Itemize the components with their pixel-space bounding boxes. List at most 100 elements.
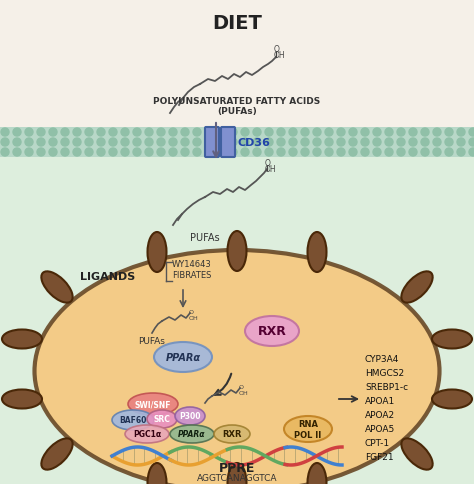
Circle shape [217, 129, 225, 136]
Circle shape [313, 129, 321, 136]
Circle shape [397, 139, 405, 147]
Text: PPARα: PPARα [165, 352, 201, 362]
Circle shape [457, 149, 465, 157]
Circle shape [385, 139, 393, 147]
Circle shape [109, 149, 117, 157]
Circle shape [253, 149, 261, 157]
Circle shape [301, 139, 309, 147]
Circle shape [109, 129, 117, 136]
Ellipse shape [147, 463, 166, 484]
Circle shape [133, 149, 141, 157]
Circle shape [421, 129, 429, 136]
Circle shape [265, 129, 273, 136]
Circle shape [85, 149, 93, 157]
Ellipse shape [41, 439, 73, 469]
Text: PPRE: PPRE [219, 462, 255, 474]
Circle shape [157, 129, 165, 136]
Circle shape [73, 139, 81, 147]
Text: SWI/SNF: SWI/SNF [135, 400, 171, 408]
Circle shape [289, 149, 297, 157]
Circle shape [145, 139, 153, 147]
Circle shape [397, 149, 405, 157]
Circle shape [385, 149, 393, 157]
Circle shape [325, 149, 333, 157]
Circle shape [97, 129, 105, 136]
Circle shape [325, 129, 333, 136]
Circle shape [421, 139, 429, 147]
Text: APOA2: APOA2 [365, 410, 395, 420]
Ellipse shape [401, 439, 433, 469]
Circle shape [1, 139, 9, 147]
Circle shape [121, 139, 129, 147]
Circle shape [25, 149, 33, 157]
Circle shape [193, 129, 201, 136]
Circle shape [241, 149, 249, 157]
Text: RNA
POL II: RNA POL II [294, 420, 322, 439]
FancyBboxPatch shape [205, 128, 219, 158]
Text: BAF60: BAF60 [119, 416, 146, 424]
Text: O: O [274, 45, 280, 54]
Circle shape [469, 139, 474, 147]
Circle shape [37, 149, 45, 157]
Circle shape [157, 149, 165, 157]
Circle shape [37, 129, 45, 136]
Ellipse shape [432, 390, 472, 408]
Circle shape [253, 139, 261, 147]
Circle shape [301, 149, 309, 157]
Bar [0, 158, 474, 484]
Circle shape [241, 139, 249, 147]
Ellipse shape [147, 410, 177, 428]
Circle shape [73, 129, 81, 136]
Text: P300: P300 [179, 412, 201, 421]
Text: WY14643
FIBRATES: WY14643 FIBRATES [172, 260, 212, 279]
Circle shape [157, 139, 165, 147]
Circle shape [145, 129, 153, 136]
Text: APOA1: APOA1 [365, 397, 395, 406]
Circle shape [181, 149, 189, 157]
Circle shape [325, 139, 333, 147]
Circle shape [97, 149, 105, 157]
Circle shape [421, 149, 429, 157]
Ellipse shape [147, 232, 166, 272]
Text: PPARα: PPARα [178, 430, 206, 439]
Circle shape [385, 129, 393, 136]
Circle shape [433, 149, 441, 157]
Circle shape [85, 129, 93, 136]
Circle shape [265, 139, 273, 147]
Circle shape [337, 139, 345, 147]
Circle shape [337, 129, 345, 136]
Circle shape [169, 129, 177, 136]
Circle shape [133, 139, 141, 147]
Circle shape [121, 149, 129, 157]
Ellipse shape [2, 330, 42, 349]
Circle shape [337, 149, 345, 157]
Ellipse shape [112, 410, 154, 430]
Circle shape [361, 149, 369, 157]
Circle shape [229, 139, 237, 147]
Circle shape [1, 129, 9, 136]
Circle shape [97, 139, 105, 147]
Text: SREBP1-c: SREBP1-c [365, 383, 408, 392]
Bar [0, 128, 474, 158]
Ellipse shape [35, 251, 439, 484]
Ellipse shape [228, 463, 246, 484]
Text: RXR: RXR [257, 325, 286, 338]
Circle shape [61, 139, 69, 147]
Text: PUFAs: PUFAs [138, 336, 165, 345]
Ellipse shape [284, 416, 332, 442]
Ellipse shape [245, 317, 299, 346]
Text: O
OH: O OH [189, 309, 199, 320]
Circle shape [301, 129, 309, 136]
Circle shape [361, 139, 369, 147]
Circle shape [205, 139, 213, 147]
Circle shape [49, 139, 57, 147]
Text: POLYUNSATURATED FATTY ACIDS
(PUFAs): POLYUNSATURATED FATTY ACIDS (PUFAs) [154, 97, 320, 116]
Circle shape [277, 129, 285, 136]
Circle shape [409, 149, 417, 157]
Circle shape [37, 139, 45, 147]
Text: PGC1α: PGC1α [133, 430, 161, 439]
Circle shape [241, 129, 249, 136]
Ellipse shape [228, 231, 246, 272]
Ellipse shape [125, 425, 169, 443]
Circle shape [85, 139, 93, 147]
